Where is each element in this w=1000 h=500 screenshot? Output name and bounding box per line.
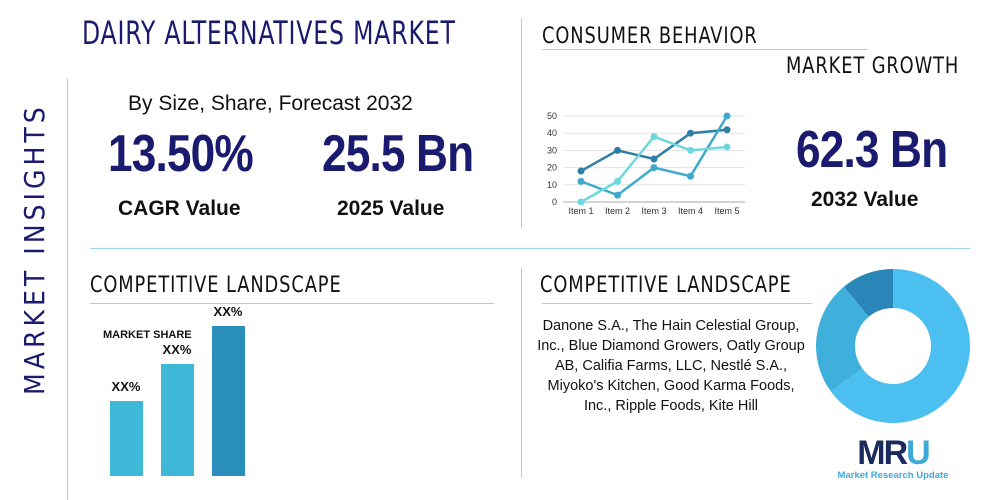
x-tick-label: Item 2 bbox=[605, 206, 630, 216]
market-share-bar-label: XX% bbox=[213, 303, 243, 319]
logo: MRU Market Research Update bbox=[828, 436, 958, 481]
market-share-title: MARKET SHARE bbox=[103, 329, 192, 341]
subtitle: By Size, Share, Forecast 2032 bbox=[128, 92, 413, 115]
logo-mark: MRU bbox=[857, 434, 930, 472]
market-share-bar-label: XX% bbox=[111, 378, 141, 394]
donut-slice bbox=[816, 286, 869, 392]
market-share-bar bbox=[110, 400, 143, 476]
donut-slice bbox=[843, 269, 893, 317]
company-list: Danone S.A., The Hain Celestial Group, I… bbox=[537, 318, 805, 414]
swot-weaknesses: Weaknesses bbox=[409, 353, 487, 369]
swot-strengths: Strengths bbox=[307, 353, 369, 369]
data-point bbox=[687, 172, 694, 180]
value-2025-label: 2025 Value bbox=[337, 197, 445, 220]
consumer-behavior-heading: CONSUMER BEHAVIOR bbox=[542, 24, 758, 49]
cagr-label: CAGR Value bbox=[118, 197, 241, 220]
data-point bbox=[614, 146, 621, 154]
market-share-bar bbox=[212, 325, 245, 476]
data-point bbox=[650, 164, 658, 172]
data-point bbox=[723, 143, 731, 151]
x-tick-label: Item 4 bbox=[678, 206, 703, 216]
x-tick-label: Item 1 bbox=[568, 206, 593, 216]
y-tick-label: 10 bbox=[547, 180, 557, 190]
x-tick-label: Item 3 bbox=[641, 206, 666, 216]
x-tick-label: Item 5 bbox=[714, 206, 739, 216]
market-share-bar bbox=[161, 364, 194, 476]
data-point bbox=[577, 198, 585, 206]
y-tick-label: 20 bbox=[547, 163, 557, 173]
data-point bbox=[650, 133, 658, 141]
cagr-value: 13.50% bbox=[108, 125, 254, 183]
y-tick-label: 0 bbox=[552, 197, 557, 207]
data-point bbox=[577, 167, 585, 175]
data-point bbox=[723, 126, 731, 134]
competitive-landscape-right-heading: COMPETITIVE LANDSCAPE bbox=[540, 273, 792, 298]
donut-slice bbox=[830, 269, 970, 423]
competitive-landscape-left-heading: COMPETITIVE LANDSCAPE bbox=[90, 273, 342, 298]
y-tick-label: 30 bbox=[547, 145, 557, 155]
line-chart: 0 10 20 30 40 50 Item 1 Item 2 Item 3 Item 4 Item … bbox=[547, 111, 745, 216]
market-share-bar-label: XX% bbox=[162, 342, 192, 357]
y-tick-label: 40 bbox=[547, 128, 557, 138]
data-point bbox=[614, 191, 621, 199]
donut-chart bbox=[816, 269, 970, 423]
value-2025: 25.5 Bn bbox=[322, 125, 474, 183]
data-point bbox=[650, 155, 658, 163]
data-point bbox=[687, 129, 694, 137]
swot-opportunities: Opportunities bbox=[295, 436, 381, 452]
page-title: DAIRY ALTERNATIVES MARKET bbox=[82, 14, 456, 52]
value-2032-label: 2032 Value bbox=[811, 188, 919, 211]
data-point bbox=[687, 146, 694, 154]
value-2032: 62.3 Bn bbox=[796, 121, 948, 179]
logo-text: Market Research Update bbox=[837, 470, 949, 481]
data-point bbox=[577, 177, 585, 185]
data-point bbox=[614, 177, 621, 185]
market-share-bars: XX% XX% XX% bbox=[0, 0, 300, 500]
swot-threats: Threats bbox=[424, 436, 472, 452]
data-point bbox=[723, 112, 731, 120]
market-growth-heading: MARKET GROWTH bbox=[786, 54, 960, 79]
y-tick-label: 50 bbox=[547, 111, 557, 121]
